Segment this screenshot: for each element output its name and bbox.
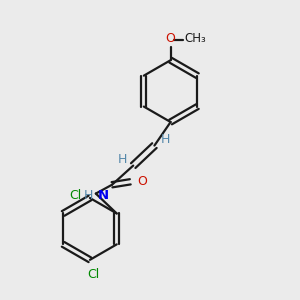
Text: H: H (161, 133, 170, 146)
Text: Cl: Cl (69, 188, 81, 202)
Text: O: O (137, 175, 147, 188)
Text: O: O (166, 32, 176, 45)
Text: CH₃: CH₃ (185, 32, 206, 45)
Text: H: H (118, 153, 128, 166)
Text: H: H (84, 188, 94, 202)
Text: N: N (98, 188, 109, 202)
Text: Cl: Cl (87, 268, 99, 281)
